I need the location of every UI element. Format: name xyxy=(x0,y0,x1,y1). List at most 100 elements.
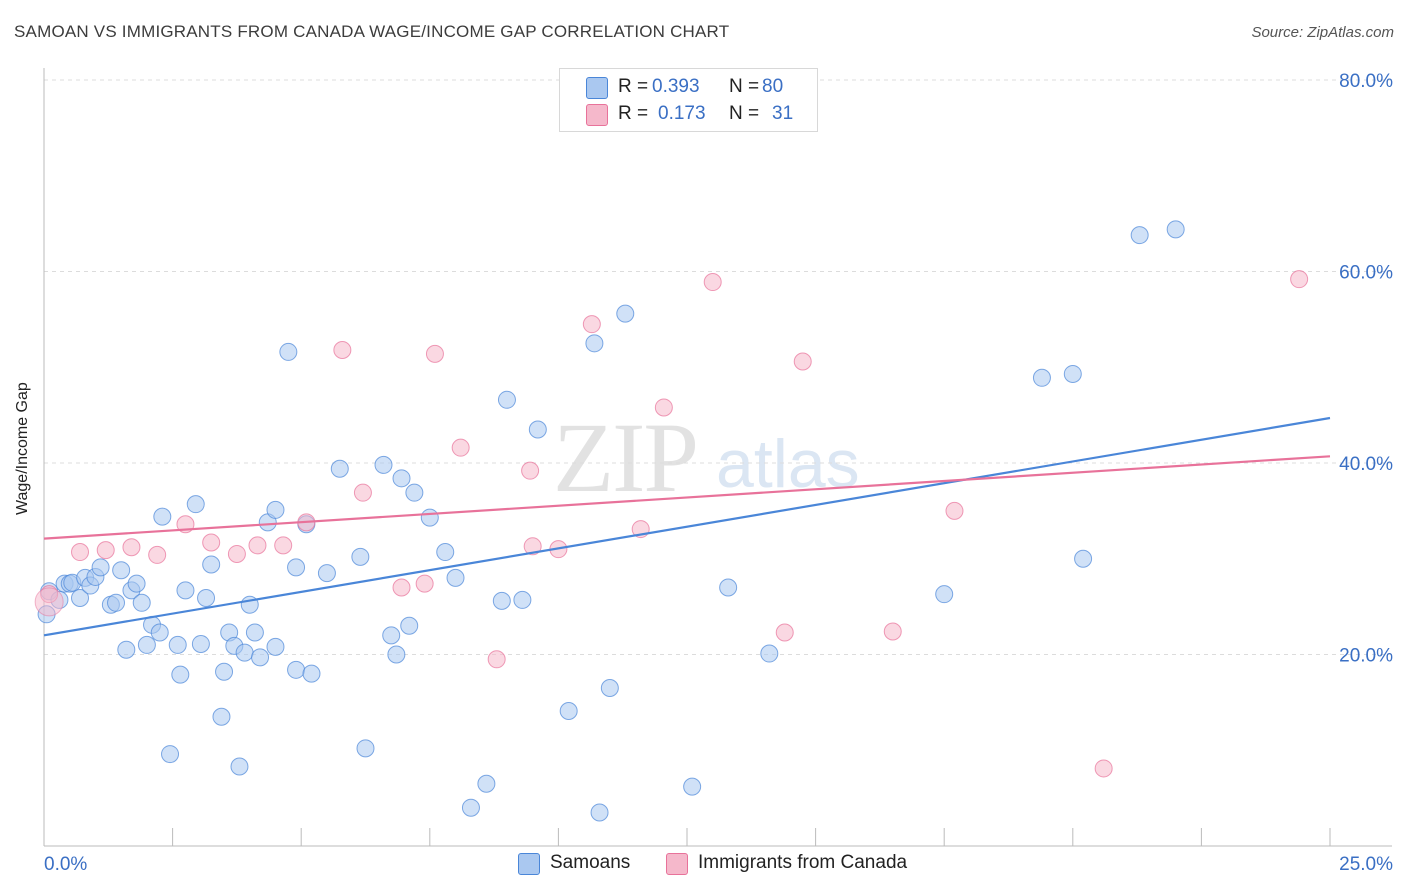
immigrants-point xyxy=(71,543,90,562)
immigrants-point xyxy=(582,315,601,334)
samoans-point xyxy=(600,679,619,698)
watermark-atlas: atlas xyxy=(716,426,860,502)
immigrants-point xyxy=(415,574,434,593)
samoans-point xyxy=(497,390,516,409)
immigrants-point xyxy=(703,273,722,292)
samoans-point xyxy=(197,589,216,608)
samoans-point xyxy=(171,665,190,684)
samoans-point xyxy=(230,757,249,776)
samoans-point xyxy=(382,626,401,645)
immigrants-point xyxy=(392,578,411,597)
samoans-point xyxy=(405,483,424,502)
immigrants-point xyxy=(487,650,506,669)
chart-title: SAMOAN VS IMMIGRANTS FROM CANADA WAGE/IN… xyxy=(14,22,730,41)
samoans-point xyxy=(585,334,604,353)
legend-r-label: R = xyxy=(618,76,649,97)
samoans-point xyxy=(71,589,90,608)
samoans-point xyxy=(513,590,532,609)
bottom-legend-swatch-samoans xyxy=(518,853,540,875)
samoans-point xyxy=(356,739,375,758)
samoans-point xyxy=(392,469,411,488)
samoans-point xyxy=(317,564,336,583)
samoans-point xyxy=(760,644,779,663)
immigrants-point xyxy=(523,537,542,556)
immigrants-point xyxy=(227,544,246,563)
samoans-point xyxy=(266,500,285,519)
samoans-point xyxy=(400,616,419,635)
samoans-point xyxy=(127,574,146,593)
samoans-point xyxy=(330,459,349,478)
legend-n-label: N = xyxy=(729,76,760,97)
immigrants-point xyxy=(1094,759,1113,778)
samoans-trend-line xyxy=(43,416,1331,637)
samoans-point xyxy=(590,803,609,822)
y-tick-label: 40.0% xyxy=(1339,454,1393,475)
samoans-point xyxy=(117,640,136,659)
legend-r-label: R = xyxy=(618,103,649,124)
samoans-point xyxy=(528,420,547,439)
immigrants-point-cluster xyxy=(34,587,64,617)
y-tick-label: 80.0% xyxy=(1339,71,1393,92)
immigrants-point xyxy=(248,536,267,555)
samoans-point xyxy=(251,648,270,667)
immigrants-point xyxy=(1290,270,1309,289)
immigrants-point xyxy=(274,536,293,555)
immigrants-point xyxy=(945,501,964,520)
immigrants-point xyxy=(425,344,444,363)
immigrants-trend-line xyxy=(43,455,1331,540)
immigrants-point xyxy=(451,438,470,457)
samoans-point xyxy=(477,774,496,793)
samoans-point xyxy=(202,555,221,574)
legend-n-label: N = xyxy=(729,103,760,124)
immigrants-point xyxy=(202,533,221,552)
immigrants-point xyxy=(333,341,352,360)
samoans-point xyxy=(107,593,126,612)
legend-r-value: 0.393 xyxy=(652,76,700,97)
samoans-point xyxy=(132,593,151,612)
samoans-point xyxy=(461,798,480,817)
bottom-legend-swatch-immigrants xyxy=(666,853,688,875)
samoans-point xyxy=(176,581,195,600)
samoans-point xyxy=(287,660,306,679)
samoans-point xyxy=(279,342,298,361)
samoans-point xyxy=(245,623,264,642)
samoans-point xyxy=(168,635,187,654)
samoans-point xyxy=(112,561,131,580)
immigrants-point xyxy=(148,545,167,564)
legend-n-value: 80 xyxy=(762,76,784,97)
immigrants-point xyxy=(654,398,673,417)
samoans-point xyxy=(235,643,254,662)
samoans-point xyxy=(191,634,210,653)
samoans-point xyxy=(719,578,738,597)
legend-swatch-samoans xyxy=(586,77,608,99)
x-tick-label: 25.0% xyxy=(1339,854,1393,875)
legend-swatch-immigrants xyxy=(586,104,608,126)
immigrants-point xyxy=(521,461,540,480)
samoans-point xyxy=(212,707,231,726)
samoans-point xyxy=(1032,368,1051,387)
watermark-zip: ZIP xyxy=(553,402,699,513)
y-tick-label: 20.0% xyxy=(1339,646,1393,667)
samoans-point xyxy=(374,455,393,474)
samoans-point xyxy=(351,547,370,566)
immigrants-point xyxy=(96,541,115,560)
samoans-point xyxy=(1074,549,1093,568)
samoans-point xyxy=(420,508,439,527)
bottom-legend-label: Immigrants from Canada xyxy=(698,852,908,873)
bottom-legend-label: Samoans xyxy=(550,852,631,873)
source-label: Source: ZipAtlas.com xyxy=(1251,24,1394,41)
samoans-point xyxy=(387,645,406,664)
samoans-point xyxy=(153,507,172,526)
immigrants-point xyxy=(883,622,902,641)
samoans-point xyxy=(302,664,321,683)
samoans-point xyxy=(186,495,205,514)
samoans-point xyxy=(1130,226,1149,245)
samoans-point xyxy=(150,623,169,642)
samoans-point xyxy=(215,662,234,681)
samoans-point xyxy=(1166,220,1185,239)
samoans-point xyxy=(266,637,285,656)
samoans-point xyxy=(559,701,578,720)
immigrants-point xyxy=(353,483,372,502)
y-axis-label-wrap: Wage/Income Gap xyxy=(14,322,32,515)
samoans-point xyxy=(436,543,455,562)
